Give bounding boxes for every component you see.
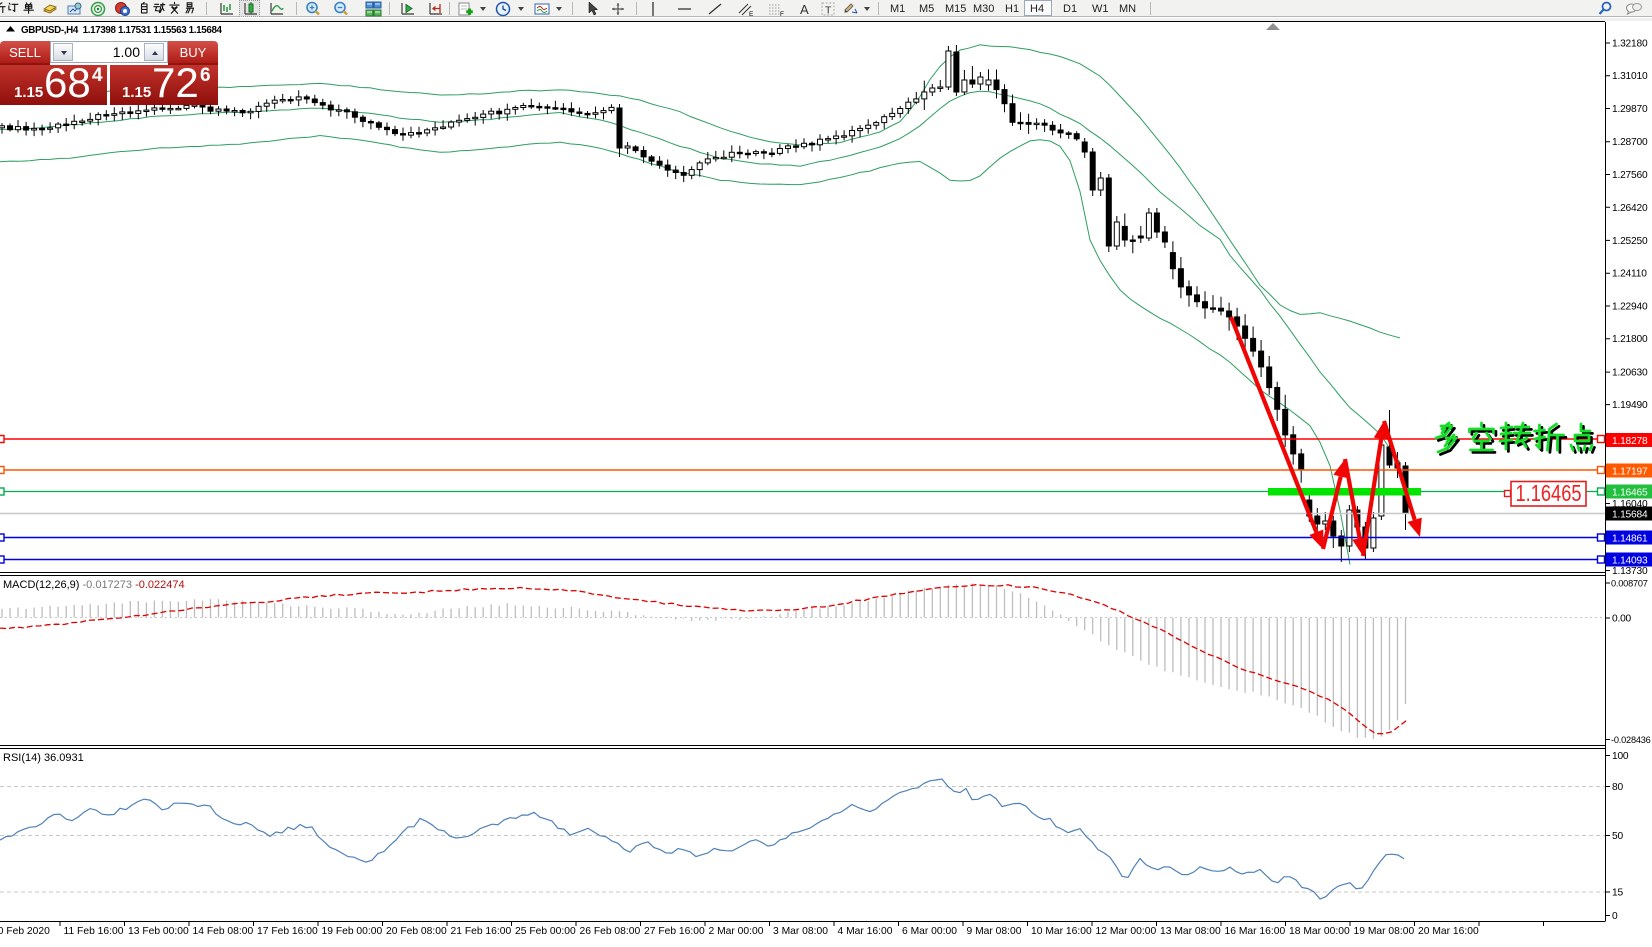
svg-text:GBPUSD-,H4 1.17398 1.17531 1.: GBPUSD-,H4 1.17398 1.17531 1.15563 1.156… [21, 25, 223, 36]
svg-text:0: 0 [1612, 911, 1618, 922]
svg-text:100: 100 [1612, 751, 1629, 762]
svg-text:1.16040: 1.16040 [1612, 499, 1648, 510]
svg-text:1.17197: 1.17197 [1612, 467, 1648, 478]
svg-text:1.31010: 1.31010 [1612, 71, 1648, 82]
svg-text:F: F [780, 11, 784, 17]
svg-text:10 Mar 16:00: 10 Mar 16:00 [1031, 926, 1092, 937]
svg-text:10 Feb 2020: 10 Feb 2020 [0, 926, 50, 937]
svg-text:-0.028436: -0.028436 [1611, 735, 1651, 745]
svg-text:19 Mar 08:00: 19 Mar 08:00 [1354, 926, 1415, 937]
svg-text:RSI(14) 36.0931: RSI(14) 36.0931 [3, 752, 84, 764]
svg-text:15: 15 [1612, 888, 1623, 899]
svg-text:1.27560: 1.27560 [1612, 170, 1648, 181]
svg-text:A: A [800, 2, 809, 17]
svg-text:21 Feb 16:00: 21 Feb 16:00 [451, 926, 512, 937]
svg-text:80: 80 [1612, 782, 1623, 793]
svg-text:1.16465: 1.16465 [1612, 488, 1648, 499]
svg-text:1.32180: 1.32180 [1612, 39, 1648, 50]
svg-text:MACD(12,26,9) -0.017273 -0.022: MACD(12,26,9) -0.017273 -0.022474 [3, 579, 185, 591]
svg-text:0.00: 0.00 [1612, 614, 1632, 625]
svg-text:1.14861: 1.14861 [1612, 534, 1648, 545]
svg-text:1.29870: 1.29870 [1612, 104, 1648, 115]
svg-text:0.008707: 0.008707 [1611, 579, 1648, 589]
svg-text:20 Feb 08:00: 20 Feb 08:00 [386, 926, 447, 937]
svg-text:6 Mar 00:00: 6 Mar 00:00 [902, 926, 957, 937]
svg-text:18 Mar 00:00: 18 Mar 00:00 [1289, 926, 1350, 937]
svg-text:T: T [825, 5, 832, 17]
svg-text:13 Mar 08:00: 13 Mar 08:00 [1160, 926, 1221, 937]
svg-text:9 Mar 08:00: 9 Mar 08:00 [967, 926, 1022, 937]
svg-text:12 Mar 00:00: 12 Mar 00:00 [1096, 926, 1157, 937]
svg-text:E: E [749, 11, 754, 17]
svg-text:19 Feb 00:00: 19 Feb 00:00 [322, 926, 383, 937]
svg-text:11 Feb 16:00: 11 Feb 16:00 [64, 926, 124, 937]
svg-text:1.13730: 1.13730 [1612, 566, 1648, 577]
svg-text:3 Mar 08:00: 3 Mar 08:00 [773, 926, 828, 937]
svg-text:1.25250: 1.25250 [1612, 236, 1648, 247]
svg-text:14 Feb 08:00: 14 Feb 08:00 [193, 926, 254, 937]
svg-text:13 Feb 00:00: 13 Feb 00:00 [128, 926, 189, 937]
svg-text:1.21800: 1.21800 [1612, 334, 1648, 345]
svg-text:1.26420: 1.26420 [1612, 203, 1648, 214]
svg-text:1.19490: 1.19490 [1612, 400, 1648, 411]
svg-text:17 Feb 16:00: 17 Feb 16:00 [257, 926, 318, 937]
svg-text:1.24110: 1.24110 [1612, 269, 1647, 280]
svg-text:2 Mar 00:00: 2 Mar 00:00 [709, 926, 764, 937]
svg-text:1.22940: 1.22940 [1612, 302, 1648, 313]
svg-text:27 Feb 16:00: 27 Feb 16:00 [644, 926, 705, 937]
svg-text:4 Mar 16:00: 4 Mar 16:00 [838, 926, 893, 937]
svg-text:50: 50 [1612, 831, 1623, 842]
svg-text:25 Feb 00:00: 25 Feb 00:00 [515, 926, 576, 937]
svg-text:1.28700: 1.28700 [1612, 137, 1648, 148]
svg-text:16 Mar 16:00: 16 Mar 16:00 [1225, 926, 1286, 937]
svg-text:1.15684: 1.15684 [1612, 510, 1648, 521]
svg-text:20 Mar 16:00: 20 Mar 16:00 [1418, 926, 1479, 937]
svg-text:26 Feb 08:00: 26 Feb 08:00 [580, 926, 641, 937]
svg-text:1.16465: 1.16465 [1516, 480, 1582, 506]
svg-text:1.14093: 1.14093 [1612, 556, 1648, 567]
svg-text:1.18278: 1.18278 [1612, 436, 1648, 447]
svg-text:1.20630: 1.20630 [1612, 368, 1648, 379]
